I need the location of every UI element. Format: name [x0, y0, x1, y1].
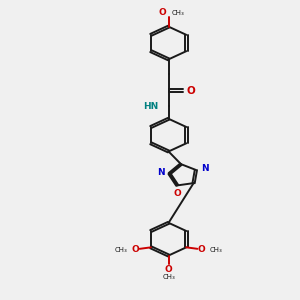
Text: CH₃: CH₃	[210, 247, 222, 253]
Text: O: O	[197, 245, 205, 254]
Text: HN: HN	[143, 101, 158, 110]
Text: O: O	[186, 85, 195, 96]
Text: O: O	[173, 189, 181, 198]
Text: CH₃: CH₃	[115, 247, 128, 253]
Text: N: N	[201, 164, 208, 173]
Text: CH₃: CH₃	[172, 10, 184, 16]
Text: O: O	[165, 265, 172, 274]
Text: O: O	[159, 8, 167, 16]
Text: N: N	[157, 168, 165, 177]
Text: O: O	[132, 245, 140, 254]
Text: CH₃: CH₃	[162, 274, 175, 280]
